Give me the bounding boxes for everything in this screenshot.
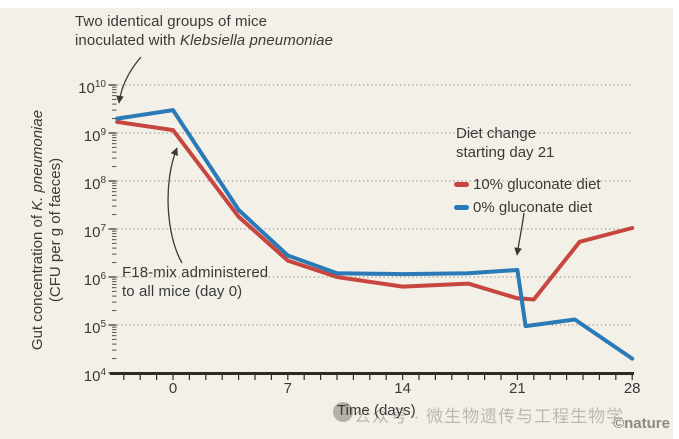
x-tick-label-28: 28 [623,380,641,397]
series-line-10pct-gluconate [115,119,635,302]
arrow-diet-change [514,212,525,256]
x-tick-label-7: 7 [283,380,292,397]
legend: 10% gluconate diet 0% gluconate diet [454,173,601,219]
series-line-0pct-gluconate [115,108,635,361]
y-tick-label-1e10: 1010 [78,79,106,97]
annotation-f18-line2: to all mice (day 0) [122,283,243,300]
y-tick-label-1e8: 108 [83,175,106,193]
x-axis-title: Time (days) [337,402,416,419]
legend-label-10pct: 10% gluconate diet [473,176,601,193]
x-tick-label-21: 21 [509,380,526,397]
legend-title-line1: Diet change [456,125,537,142]
annotation-f18: F18-mix administered to all mice (day 0) [122,263,268,301]
legend-item-0pct-gluconate: 0% gluconate diet [454,196,601,219]
watermark-text: 公众号 · 微生物遗传与工程生物学 [354,407,625,426]
y-tick-label-1e7: 107 [83,223,106,241]
legend-swatch-blue [454,205,469,210]
right-margin [673,0,679,439]
legend-label-0pct: 0% gluconate diet [473,199,593,216]
y-tick-label-1e5: 105 [83,319,106,337]
annotation-inoculation-line2: inoculated with Klebsiella pneumoniae [75,31,333,50]
annotation-inoculation-line1: Two identical groups of mice [75,13,268,30]
y-axis-title-prefix: Gut concentration of [29,210,46,351]
annotation-f18-line1: F18-mix administered [122,264,269,281]
top-margin [0,0,679,8]
y-tick-label-1e4: 104 [83,367,106,385]
y-axis-title-species: K. pneumoniae [29,109,46,211]
arrow-inoculation [116,56,142,104]
annotation-inoculation-line2-prefix: inoculated with [75,32,180,49]
legend-title-line2: starting day 21 [456,144,555,161]
x-tick-label-0: 0 [168,380,178,397]
arrow-f18 [167,147,183,264]
nature-copyright: ©nature [613,415,670,432]
y-axis-title-line1: Gut concentration of K. pneumoniae [29,65,47,395]
watermark-logo-circle [333,402,353,422]
annotation-inoculation: Two identical groups of mice inoculated … [75,12,333,50]
x-tick-label-14: 14 [394,380,411,397]
legend-title: Diet change starting day 21 [456,124,554,162]
y-tick-label-1e6: 106 [83,271,106,289]
legend-item-10pct-gluconate: 10% gluconate diet [454,173,601,196]
annotation-inoculation-species: Klebsiella pneumoniae [180,32,334,49]
legend-swatch-red [454,182,469,187]
y-tick-label-1e9: 109 [83,127,106,145]
